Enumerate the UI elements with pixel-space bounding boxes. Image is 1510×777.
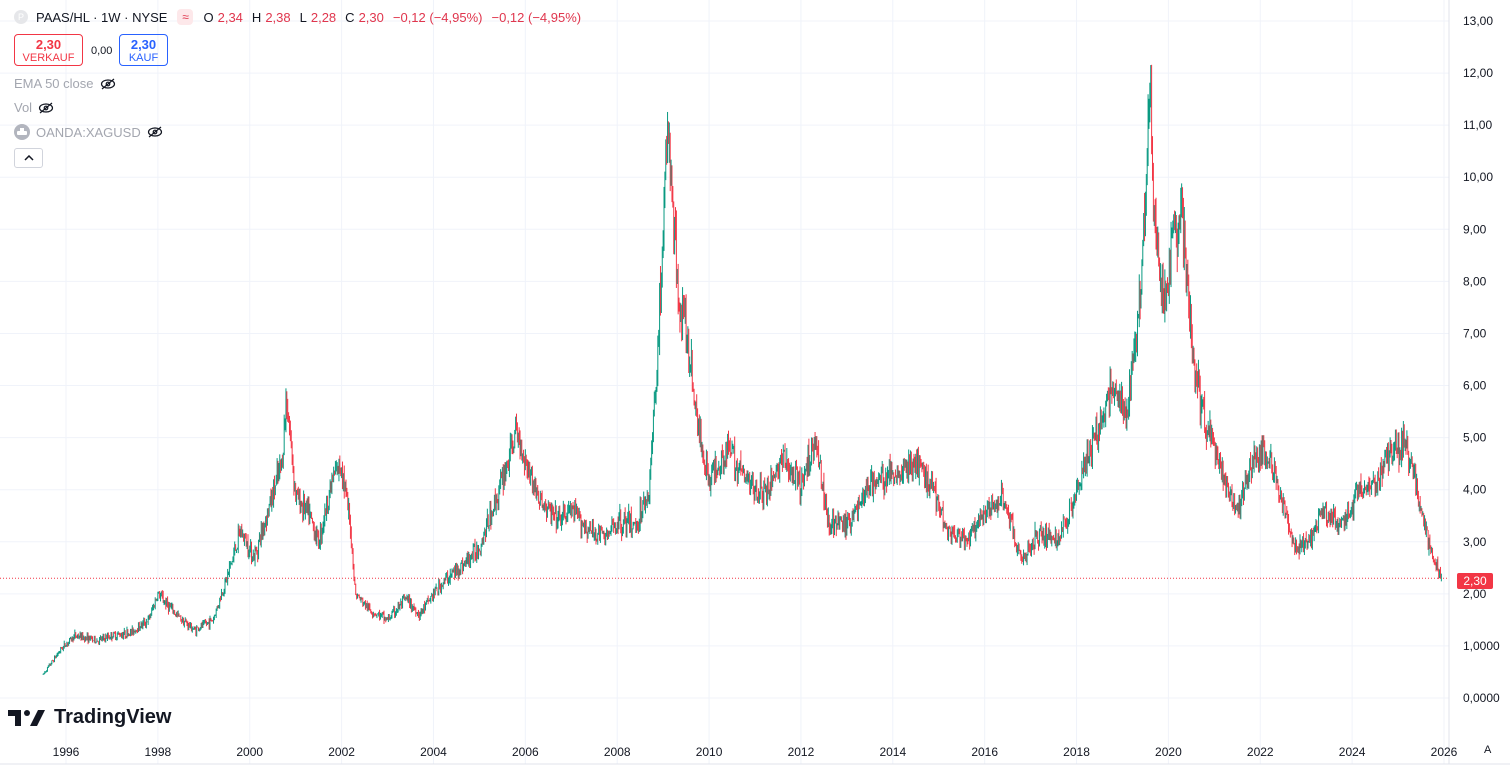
low-label: L: [299, 9, 307, 25]
auto-scale-button[interactable]: A: [1484, 744, 1492, 756]
collapse-legend-button[interactable]: [14, 148, 43, 168]
open-value: 2,34: [217, 9, 243, 25]
price-tick-label: 2,00: [1463, 587, 1487, 601]
price-tick-label: 3,00: [1463, 535, 1487, 549]
indicator-compare[interactable]: OANDA:XAGUSD: [14, 124, 163, 140]
high-label: H: [251, 9, 262, 25]
candles: [42, 64, 1442, 675]
price-tick-label: 6,00: [1463, 379, 1487, 393]
price-tick-label: 11,00: [1463, 118, 1492, 132]
time-tick-label: 2004: [420, 745, 447, 759]
tradingview-logo[interactable]: TradingView: [8, 706, 171, 729]
time-tick-label: 1996: [53, 745, 80, 759]
eye-hidden-icon[interactable]: [147, 126, 163, 138]
tradingview-logo-icon: [8, 709, 45, 726]
close-label: C: [345, 9, 355, 25]
buy-label: KAUF: [128, 52, 159, 64]
chevron-up-icon: [23, 155, 34, 161]
spread-value: 0,00: [91, 45, 113, 57]
symbol-title[interactable]: PAAS/HL · 1W · NYSE: [36, 9, 168, 25]
time-tick-label: 2012: [788, 745, 815, 759]
time-tick-label: 2022: [1247, 745, 1274, 759]
sell-price: 2,30: [35, 37, 62, 52]
time-axis[interactable]: 1996 1998 2000 2002 2004 2006 2008 2010 2012 2014…: [53, 745, 1458, 759]
price-tick-label: 10,00: [1463, 170, 1493, 184]
time-tick-label: 2008: [604, 745, 631, 759]
time-tick-label: 1998: [145, 745, 172, 759]
time-tick-label: 2018: [1063, 745, 1090, 759]
time-tick-label: 2010: [696, 745, 723, 759]
close-value: 2,30: [358, 9, 384, 25]
indicator-ema[interactable]: EMA 50 close: [14, 76, 116, 91]
time-tick-label: 2002: [328, 745, 355, 759]
time-tick-label: 2020: [1155, 745, 1182, 759]
compare-symbol-icon: [14, 124, 30, 140]
open-label: O: [203, 9, 214, 25]
price-tick-label: 8,00: [1463, 274, 1487, 288]
price-tick-label: 13,00: [1463, 14, 1493, 28]
time-tick-label: 2006: [512, 745, 539, 759]
price-tick-label: 7,00: [1463, 326, 1487, 340]
time-tick-label: 2024: [1339, 745, 1366, 759]
price-tick-label: 5,00: [1463, 431, 1487, 445]
chart-grid: [0, 0, 1449, 764]
eye-hidden-icon[interactable]: [38, 102, 54, 114]
time-tick-label: 2016: [971, 745, 998, 759]
price-tick-label: 4,00: [1463, 483, 1487, 497]
time-tick-label: 2000: [236, 745, 263, 759]
indicator-compare-label: OANDA:XAGUSD: [36, 124, 141, 140]
sell-label: VERKAUF: [22, 52, 75, 64]
price-tick-label: 0,0000: [1463, 691, 1500, 705]
indicator-vol-label: Vol: [14, 100, 33, 115]
eye-hidden-icon[interactable]: [100, 78, 116, 90]
buy-price: 2,30: [130, 37, 157, 52]
price-tick-label: 9,00: [1463, 222, 1487, 236]
high-value: 2,38: [265, 9, 291, 25]
price-tick-label: 1,0000: [1463, 639, 1500, 653]
approx-icon: ≈: [177, 9, 194, 25]
indicator-vol[interactable]: Vol: [14, 100, 54, 115]
change-value-2: −0,12 (−4,95%): [491, 9, 582, 25]
indicator-ema-label: EMA 50 close: [14, 76, 94, 91]
buy-button[interactable]: 2,30 KAUF: [119, 34, 168, 66]
time-tick-label: 2014: [879, 745, 906, 759]
time-tick-label: 2026: [1431, 745, 1458, 759]
last-price-tag: 2,30: [1457, 573, 1493, 589]
price-axis[interactable]: 0,0000 1,0000 2,00 3,00 4,00 5,00 6,00 7,00 8,00…: [1463, 14, 1500, 705]
change-value: −0,12 (−4,95%): [392, 9, 483, 25]
price-tick-label: 12,00: [1463, 66, 1493, 80]
sell-button[interactable]: 2,30 VERKAUF: [14, 34, 83, 66]
symbol-legend: P PAAS/HL · 1W · NYSE ≈ O 2,34 H 2,38 L 2,2…: [14, 9, 586, 25]
symbol-logo-icon: P: [14, 10, 28, 24]
tradingview-logo-text: TradingView: [54, 706, 172, 728]
low-value: 2,28: [310, 9, 337, 25]
